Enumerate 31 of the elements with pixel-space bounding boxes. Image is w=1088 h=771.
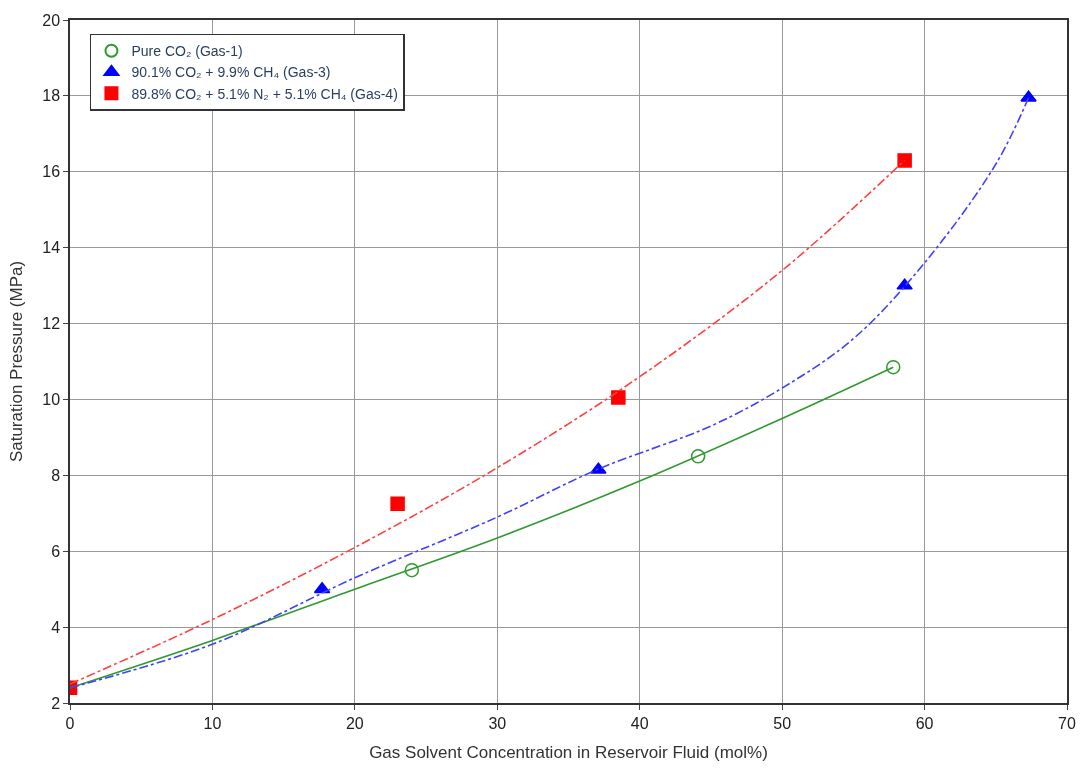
y-axis-title: Saturation Pressure (MPa) — [7, 260, 27, 463]
point — [886, 359, 901, 375]
x-tick-label: 70 — [1058, 714, 1076, 732]
legend-label: 89.8% CO₂ + 5.1% N₂ + 5.1% CH₄ (Gas-4) — [131, 85, 398, 102]
x-tick-label: 60 — [915, 714, 934, 732]
point — [690, 449, 706, 464]
y-tick-label: 2 — [51, 694, 61, 712]
point — [404, 562, 420, 578]
x-tick-label: 0 — [65, 714, 75, 732]
point — [390, 496, 405, 512]
point — [611, 390, 626, 405]
y-tick-label: 16 — [42, 163, 61, 181]
y-tick-label: 6 — [51, 542, 61, 560]
point — [313, 581, 331, 594]
legend-label: 90.1% CO₂ + 9.9% CH₄ (Gas-3) — [131, 64, 331, 81]
y-tick-label: 20 — [42, 11, 61, 29]
y-tick-label: 10 — [42, 391, 61, 409]
y-tick-label: 8 — [51, 466, 61, 484]
y-tick-label: 4 — [51, 618, 61, 636]
y-tick-label: 14 — [42, 239, 61, 257]
y-tick-label: 18 — [42, 87, 61, 105]
legend-label: Pure CO₂ (Gas-1) — [131, 43, 243, 60]
x-tick-label: 10 — [203, 714, 222, 732]
y-tick-label: 12 — [42, 315, 61, 333]
point — [897, 153, 912, 168]
x-tick-label: 50 — [773, 714, 792, 732]
x-axis-title: Gas Solvent Concentration in Reservoir Fluid (mol%) — [369, 742, 768, 762]
x-tick-label: 40 — [630, 714, 649, 732]
point — [1020, 90, 1037, 102]
x-tick-label: 30 — [488, 714, 507, 732]
x-tick-label: 20 — [345, 714, 364, 732]
